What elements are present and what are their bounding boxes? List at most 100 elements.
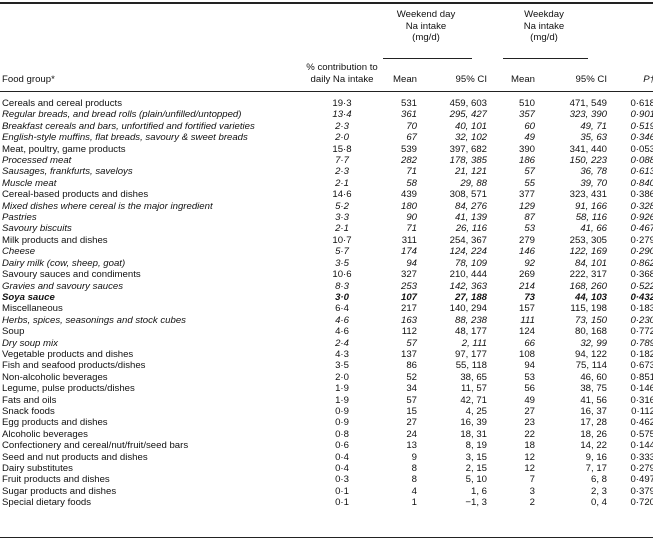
weekend-ci-cell: 3, 15: [465, 451, 487, 463]
table-row: Cereal-based products and dishes 14·6 439 3…: [0, 189, 653, 200]
weekday-ci-cell: 80, 168: [574, 326, 607, 338]
weekend-mean-cell: 57: [406, 337, 417, 349]
food-group-cell: Confectionery and cereal/nut/fruit/seed …: [2, 440, 189, 452]
weekend-mean-cell: 311: [401, 234, 417, 246]
p-value-cell: 0·522: [630, 280, 653, 292]
food-group-cell: Cereal-based products and dishes: [2, 189, 149, 201]
food-group-cell: Special dietary foods: [2, 497, 92, 509]
p-value-cell: 0·467: [630, 223, 653, 235]
weekday-ci-cell: 35, 63: [580, 132, 607, 144]
weekday-ci-cell: 75, 114: [575, 360, 607, 372]
weekend-mean-cell: 71: [406, 223, 417, 235]
weekend-ci-cell: 295, 427: [449, 109, 487, 121]
weekend-mean-cell: 539: [400, 143, 417, 155]
weekend-mean-cell: 67: [406, 132, 417, 144]
pct-cell: 2·3: [335, 120, 349, 132]
weekend-ci-cell: 32, 102: [454, 132, 487, 144]
food-group-cell: Snack foods: [2, 405, 55, 417]
p-value-cell: 0·432: [630, 291, 653, 303]
weekday-mean-cell: 87: [524, 212, 535, 224]
table-row: Herbs, spices, seasonings and stock cube…: [0, 315, 653, 326]
table-row: Breakfast cereals and bars, unfortified …: [0, 121, 653, 132]
weekend-mean-cell: 282: [400, 155, 417, 167]
food-group-cell: Dairy milk (cow, sheep, goat): [2, 257, 126, 269]
weekday-mean-cell: 22: [524, 428, 535, 440]
weekday-ci-cell: 14, 22: [580, 440, 607, 452]
weekend-mean-cell: 90: [406, 212, 417, 224]
weekday-ci-cell: 168, 260: [569, 280, 607, 292]
weekday-ci-cell: 150, 223: [569, 155, 607, 167]
p-value-cell: 0·613: [630, 166, 653, 178]
col-p-value: P†: [643, 73, 653, 85]
weekday-mean-cell: 146: [518, 246, 535, 258]
p-value-cell: 0·088: [630, 155, 653, 167]
weekend-mean-cell: 217: [400, 303, 417, 315]
p-value-cell: 0·230: [630, 314, 653, 326]
weekday-mean-cell: 269: [518, 269, 535, 281]
weekend-ci-cell: 21, 121: [454, 166, 487, 178]
p-value-cell: 0·053: [630, 143, 653, 155]
weekend-ci-cell: −1, 3: [465, 497, 487, 509]
weekend-ci-cell: 48, 177: [454, 326, 487, 338]
weekend-ci-cell: 124, 224: [449, 246, 487, 258]
p-value-cell: 0·851: [630, 371, 653, 383]
food-group-cell: Milk products and dishes: [2, 234, 108, 246]
table-row: Fish and seafood products/dishes 3·5 86 55,…: [0, 360, 653, 371]
weekend-mean-cell: 52: [406, 371, 417, 383]
weekday-ci-cell: 6, 8: [590, 474, 607, 486]
table-row: Muscle meat 2·1 58 29, 88 55 39, 70 0·840: [0, 178, 653, 189]
weekday-mean-cell: 73: [524, 291, 535, 303]
weekend-mean-cell: 9: [411, 451, 417, 463]
pct-cell: 1·9: [335, 383, 349, 395]
table-row: Fats and oils 1·9 57 42, 71 49 41, 56 0·316: [0, 395, 653, 406]
weekday-ci-cell: 49, 71: [580, 120, 607, 132]
weekend-ci-cell: 2, 111: [461, 337, 487, 349]
weekend-mean-cell: 58: [406, 177, 417, 189]
weekday-ci-cell: 41, 66: [580, 223, 607, 235]
weekend-ci-cell: 210, 444: [449, 269, 487, 281]
weekend-group-header: Weekend day Na intake (mg/d): [380, 9, 472, 44]
weekday-ci-cell: 17, 28: [580, 417, 607, 429]
pct-cell: 15·8: [332, 143, 352, 155]
weekend-ci-cell: 18, 31: [460, 428, 487, 440]
column-header-row: Food group* % contribution to daily Na i…: [0, 62, 653, 92]
pct-cell: 0·6: [335, 440, 349, 452]
weekend-mean-cell: 15: [406, 405, 417, 417]
food-group-cell: Breakfast cereals and bars, unfortified …: [2, 120, 255, 132]
weekday-mean-cell: 157: [518, 303, 535, 315]
weekday-mean-cell: 510: [518, 98, 535, 109]
weekday-mean-cell: 357: [518, 109, 535, 121]
weekday-mean-cell: 56: [524, 383, 535, 395]
weekday-ci-cell: 46, 60: [580, 371, 607, 383]
weekend-mean-cell: 531: [400, 98, 417, 109]
table-row: Savoury sauces and condiments 10·6 327 210,…: [0, 269, 653, 280]
pct-cell: 6·4: [335, 303, 349, 315]
food-group-cell: Seed and nut products and dishes: [2, 451, 148, 463]
pct-cell: 1·9: [335, 394, 349, 406]
weekday-ci-cell: 41, 56: [580, 394, 607, 406]
weekend-mean-cell: 112: [401, 326, 417, 338]
weekend-ci-cell: 5, 10: [465, 474, 487, 486]
weekday-ci-cell: 122, 169: [569, 246, 607, 258]
food-group-cell: Non-alcoholic beverages: [2, 371, 108, 383]
weekend-mean-cell: 34: [406, 383, 417, 395]
p-value-cell: 0·333: [630, 451, 653, 463]
weekend-group-line1: Weekend day: [396, 9, 456, 20]
weekday-ci-cell: 7, 17: [585, 463, 607, 474]
p-value-cell: 0·183: [630, 303, 653, 315]
weekend-ci-cell: 38, 65: [460, 371, 487, 383]
weekday-ci-cell: 94, 122: [574, 348, 607, 360]
weekday-ci-cell: 58, 116: [575, 212, 607, 224]
food-group-cell: Savoury biscuits: [2, 223, 72, 235]
food-group-cell: Cereals and cereal products: [2, 98, 122, 109]
table-row: Sausages, frankfurts, saveloys 2·3 71 21, 1…: [0, 166, 653, 177]
weekend-ci-cell: 142, 363: [449, 280, 487, 292]
food-group-cell: Soup: [2, 326, 25, 338]
weekday-ci-cell: 38, 75: [580, 383, 607, 395]
weekday-group-header: Weekday Na intake (mg/d): [498, 9, 590, 44]
weekend-mean-cell: 163: [400, 314, 417, 326]
weekend-mean-cell: 27: [406, 417, 417, 429]
p-value-cell: 0·279: [630, 234, 653, 246]
weekday-mean-cell: 60: [524, 120, 535, 132]
weekday-ci-cell: 18, 26: [580, 428, 607, 440]
